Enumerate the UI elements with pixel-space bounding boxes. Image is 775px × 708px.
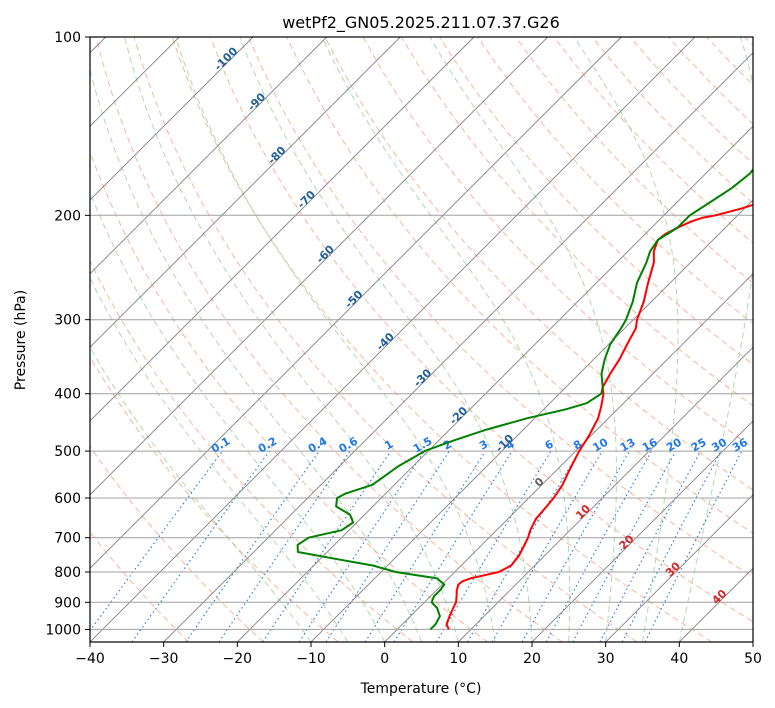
dry-adiabat-line [90, 445, 264, 642]
plot-frame [89, 36, 754, 643]
profile-series [296, 167, 753, 631]
y-tick-label: 600 [54, 491, 81, 507]
x-tick-label: 0 [380, 651, 389, 667]
moist-adiabat-line [90, 67, 422, 642]
isotherm-line [90, 37, 328, 275]
isotherm-line [90, 37, 254, 201]
y-tick-label: 700 [54, 531, 81, 547]
x-tick-label: 40 [670, 651, 688, 667]
x-tick-label: −40 [75, 651, 105, 667]
mixing-ratio-line [185, 450, 320, 642]
x-tick-label: 30 [597, 651, 615, 667]
isotherm-line [605, 494, 753, 642]
moist-adiabat-line [573, 37, 679, 642]
isotherm-line [163, 52, 753, 642]
y-tick-label: 800 [54, 565, 81, 581]
isotherms [90, 37, 753, 642]
y-tick-label: 500 [54, 444, 81, 460]
mixing-ratio-line [218, 450, 351, 642]
isotherm-line [90, 37, 622, 569]
isotherm-line [384, 273, 753, 642]
y-tick-label: 900 [54, 595, 81, 611]
x-axis-title: Temperature (°C) [360, 681, 482, 697]
mixing-ratio-line [435, 450, 552, 642]
isotherm-line [236, 125, 753, 642]
moist-adiabat-line [124, 37, 459, 642]
mixing-ratio-line [572, 450, 677, 642]
moist-adiabat-line [90, 277, 349, 642]
moist-adiabat-line [429, 37, 617, 642]
mixing-ratio-line [325, 450, 450, 642]
y-tick-label: 100 [54, 30, 81, 46]
dry-adiabat-line [171, 37, 712, 642]
x-axis-ticks: −40 −30 −20 −10 0 10 20 30 40 50 [75, 642, 762, 667]
isobars [90, 37, 753, 630]
x-tick-label: 10 [449, 651, 467, 667]
moist-adiabat-line [239, 37, 533, 642]
dry-adiabat-line [133, 37, 638, 642]
plot-area: 0.1 0.2 0.4 0.6 1 1.5 2 3 4 6 8 10 13 16 20 25 30 36 -100… [90, 37, 753, 642]
dry-adiabat-line [515, 37, 753, 284]
dry-adiabat-line [95, 37, 563, 642]
chart-title: wetPf2_GN05.2025.211.07.37.G26 [282, 13, 560, 33]
dry-adiabat-line [248, 37, 753, 578]
moist-adiabat-line [678, 37, 753, 642]
moist-adiabat-line [90, 190, 386, 642]
mixing-ratio-line [599, 450, 701, 642]
isotherm-line [90, 37, 549, 496]
y-tick-label: 300 [54, 313, 81, 329]
y-tick-label: 200 [54, 208, 81, 224]
mixing-ratio-line [298, 450, 425, 642]
isotherm-line [90, 37, 401, 348]
y-tick-label: 400 [54, 387, 81, 403]
x-tick-label: −20 [223, 651, 253, 667]
y-axis-title: Pressure (hPa) [13, 290, 29, 390]
moist-adiabat-line [321, 37, 571, 642]
temperature-line [445, 203, 753, 630]
dewpoint-line [296, 167, 753, 631]
moist-adiabat-line [175, 37, 496, 642]
y-tick-label: 1000 [45, 622, 81, 638]
dry-adiabat-line [286, 37, 753, 534]
isotherm-line [531, 420, 753, 642]
mixing-ratio-line [364, 450, 486, 642]
isotherm-line [90, 37, 475, 422]
mixing-ratio-lines [90, 450, 743, 642]
dry-adiabat-line [324, 37, 753, 491]
y-axis-ticks: 100 200 300 400 500 600 700 800 900 1000 [45, 30, 90, 638]
x-tick-label: 20 [523, 651, 541, 667]
isotherm-line [90, 37, 696, 642]
x-tick-label: 50 [744, 651, 762, 667]
isotherm-line [457, 346, 753, 642]
mixing-ratio-line [262, 450, 392, 642]
x-tick-label: −10 [296, 651, 326, 667]
x-tick-label: −30 [149, 651, 179, 667]
dry-adiabat-line [90, 259, 414, 642]
